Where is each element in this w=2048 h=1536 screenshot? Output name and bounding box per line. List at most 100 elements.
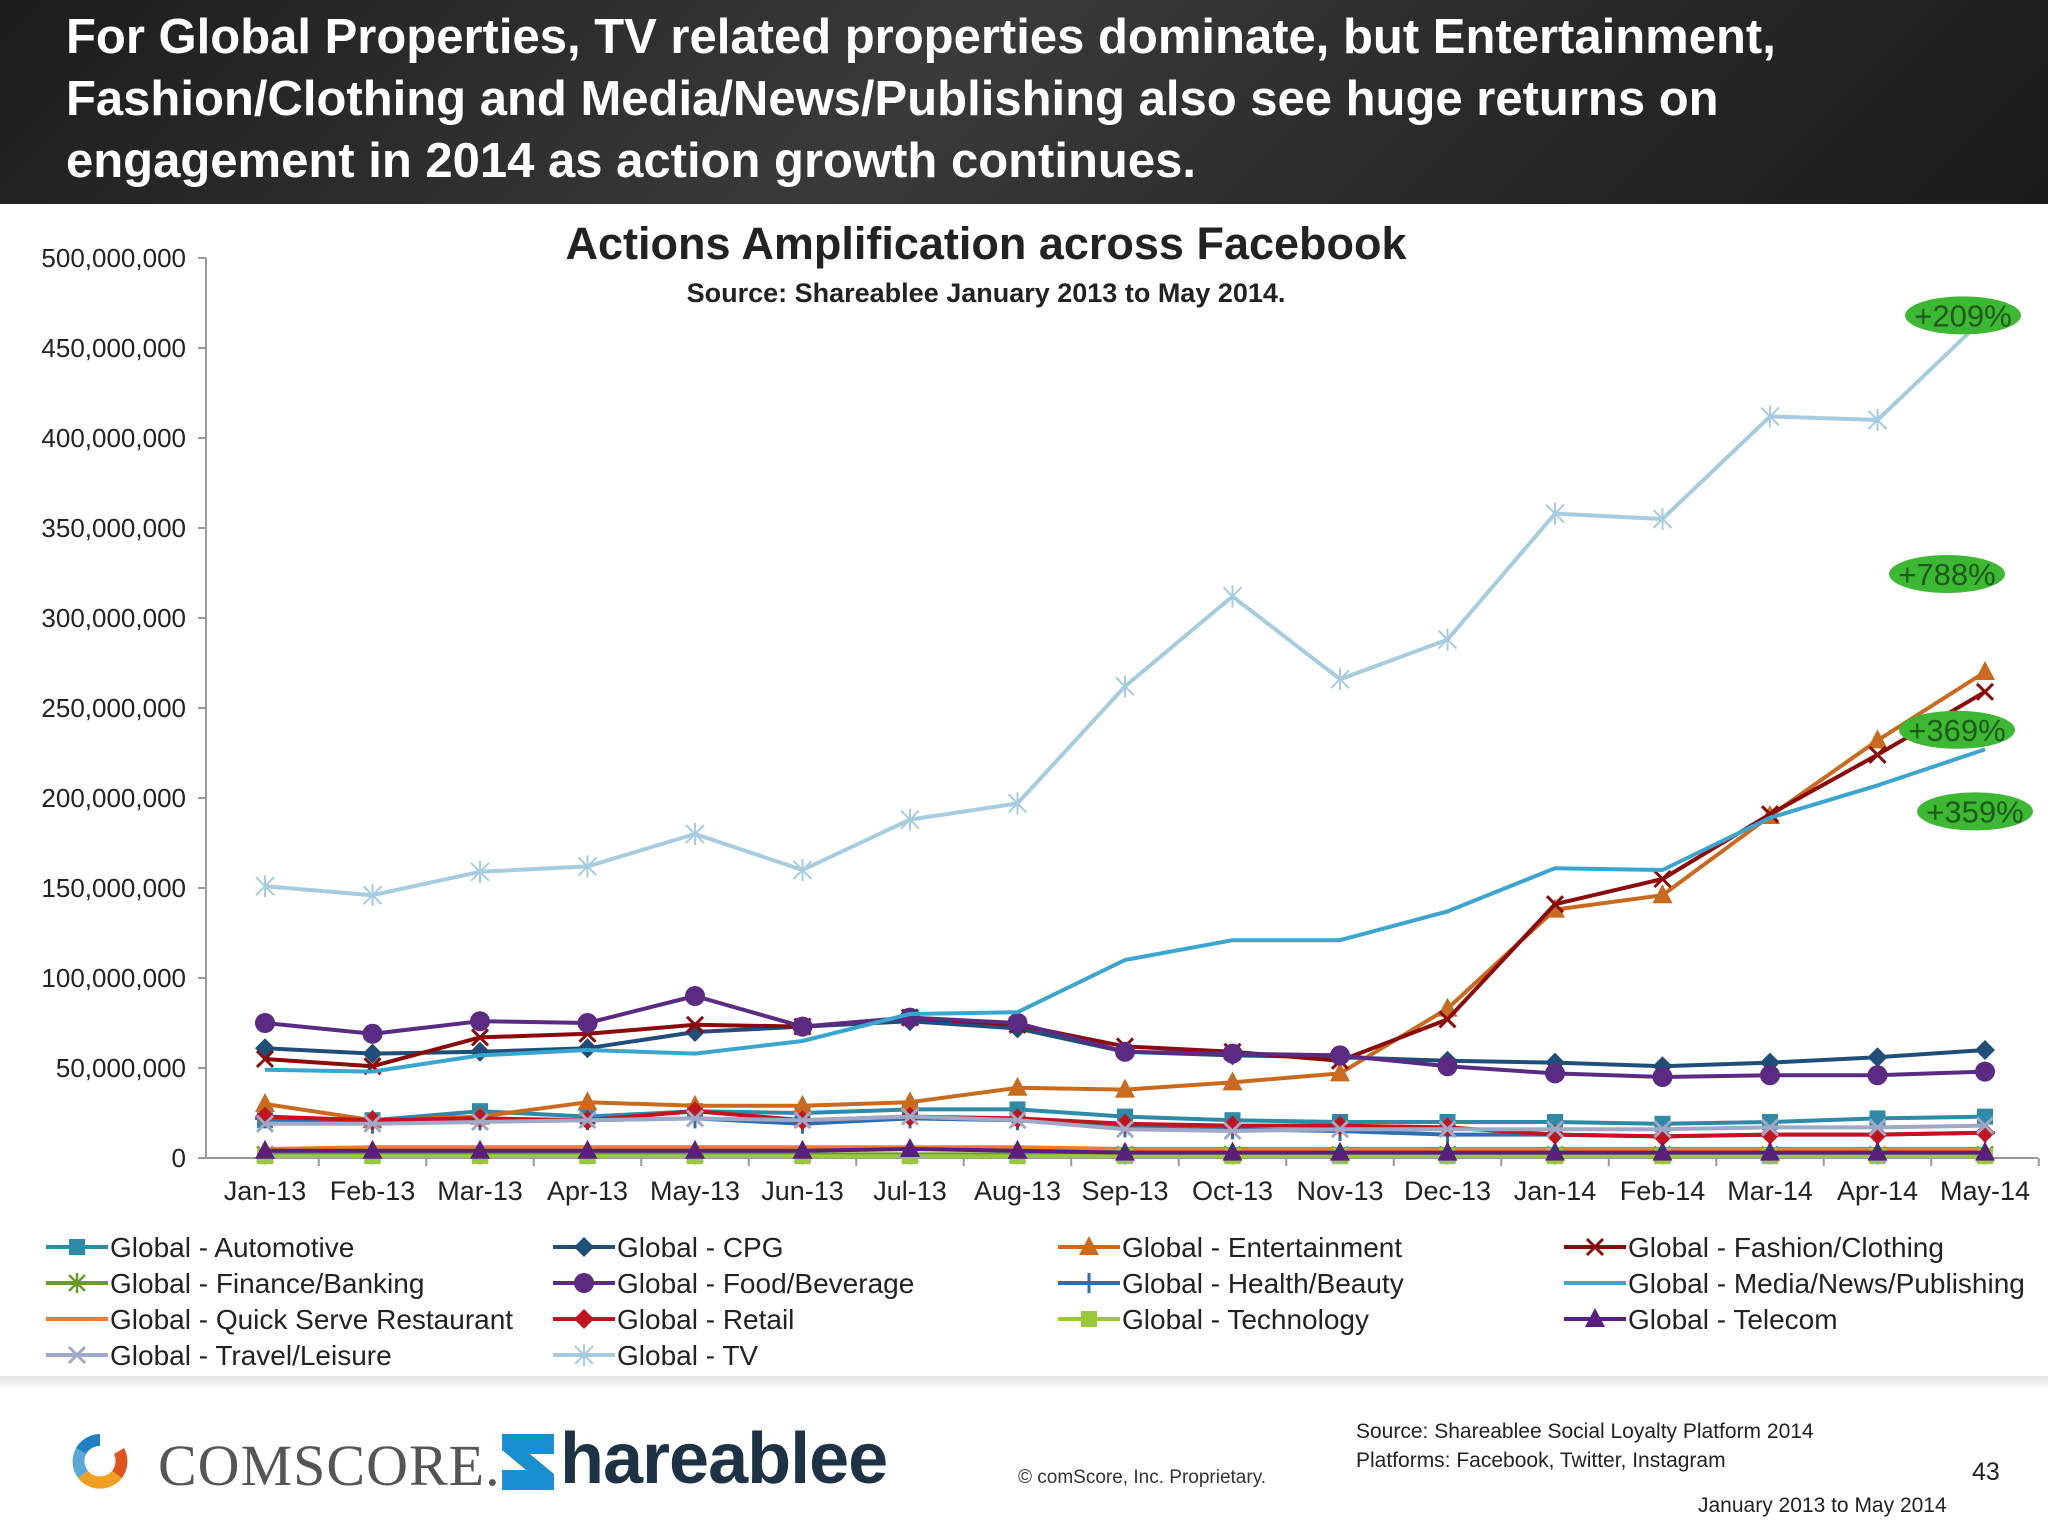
data-point xyxy=(1330,668,1350,691)
data-point xyxy=(792,1139,813,1159)
x-tick-label: Jan-14 xyxy=(1514,1176,1597,1206)
y-tick-label: 50,000,000 xyxy=(56,1053,186,1083)
data-point xyxy=(1652,1141,1673,1161)
legend-item: Global - Finance/Banking xyxy=(46,1268,424,1299)
data-point xyxy=(793,1111,812,1130)
annotation-bubble xyxy=(1889,555,2005,593)
legend-item: Global - Entertainment xyxy=(1058,1232,1402,1263)
growth-annotation: +369% xyxy=(1899,710,2015,749)
data-point xyxy=(362,1023,383,1044)
comscore-wordmark: COMSCORE. xyxy=(158,1433,501,1498)
data-point xyxy=(1867,409,1888,431)
data-point xyxy=(685,823,705,845)
data-point xyxy=(362,1043,383,1064)
annotation-bubble xyxy=(1917,792,2033,831)
legend-label: Global - Food/Beverage xyxy=(617,1268,914,1299)
data-point xyxy=(1223,1121,1242,1141)
x-tick-label: May-14 xyxy=(1940,1176,2030,1206)
data-point xyxy=(1437,1141,1458,1161)
data-point xyxy=(362,884,383,907)
growth-annotation: +209% xyxy=(1905,296,2021,335)
data-point xyxy=(255,1106,275,1127)
data-point xyxy=(1975,682,1995,701)
data-point xyxy=(1760,405,1780,428)
data-point xyxy=(1437,1056,1458,1077)
data-point xyxy=(1007,1076,1028,1096)
legend-marker xyxy=(1081,1311,1097,1327)
x-tick-label: May-13 xyxy=(650,1176,740,1206)
data-point xyxy=(900,808,920,831)
x-tick-label: Feb-13 xyxy=(330,1176,416,1206)
legend-label: Global - Travel/Leisure xyxy=(110,1340,392,1371)
shareablee-logo: hareablee xyxy=(496,1419,916,1504)
legend-marker xyxy=(574,1344,594,1366)
legend-item: Global - Retail xyxy=(553,1304,794,1335)
legend-item: Global - Media/News/Publishing xyxy=(1564,1268,2025,1299)
growth-annotation: +788% xyxy=(1889,555,2005,593)
annotation-label: +209% xyxy=(1914,298,2011,333)
data-point xyxy=(1975,1061,1995,1082)
data-point xyxy=(1867,729,1888,749)
chart-title: Actions Amplification across Facebook xyxy=(565,218,1407,269)
x-tick-label: Dec-13 xyxy=(1404,1176,1491,1206)
data-point xyxy=(685,1015,705,1034)
source-line-2: Platforms: Facebook, Twitter, Instagram xyxy=(1356,1449,1726,1472)
data-point xyxy=(470,860,490,883)
legend-marker xyxy=(574,1309,594,1329)
legend-marker xyxy=(574,1273,594,1293)
data-point xyxy=(1115,1120,1135,1139)
y-tick-label: 100,000,000 xyxy=(41,963,186,993)
data-point xyxy=(1115,1078,1135,1098)
legend-item: Global - Technology xyxy=(1058,1304,1369,1335)
data-point xyxy=(1868,1118,1887,1137)
data-point xyxy=(1222,1043,1243,1064)
data-point xyxy=(1867,1141,1888,1161)
shareablee-wordmark: hareablee xyxy=(560,1419,888,1499)
data-point xyxy=(1545,1063,1565,1084)
data-point xyxy=(1008,1111,1027,1130)
legend-marker xyxy=(68,1273,86,1293)
x-tick-label: Aug-13 xyxy=(974,1176,1061,1206)
annotation-label: +369% xyxy=(1908,713,2005,748)
data-point xyxy=(1007,1139,1028,1159)
data-point xyxy=(1867,1047,1888,1068)
data-point xyxy=(1869,1110,1886,1127)
comscore-logo: COMSCORE. xyxy=(68,1430,500,1498)
data-point xyxy=(900,1138,920,1157)
data-point xyxy=(1975,661,1995,680)
data-point xyxy=(792,1016,813,1037)
legend-item: Global - Fashion/Clothing xyxy=(1564,1232,1944,1263)
y-tick-label: 400,000,000 xyxy=(41,423,186,453)
data-point xyxy=(1975,1116,1995,1135)
legend-label: Global - Media/News/Publishing xyxy=(1628,1268,2025,1299)
data-point xyxy=(470,1112,490,1132)
legend-label: Global - Finance/Banking xyxy=(110,1268,424,1299)
data-point xyxy=(1007,1013,1028,1033)
date-range: January 2013 to May 2014 xyxy=(1698,1494,1947,1517)
legend-label: Global - Entertainment xyxy=(1122,1232,1402,1263)
data-point xyxy=(1760,1065,1780,1086)
data-point xyxy=(1652,884,1673,904)
legend-item: Global - Quick Serve Restaurant xyxy=(46,1304,513,1335)
data-point xyxy=(577,855,598,878)
data-point xyxy=(1760,1141,1780,1161)
y-tick-label: 350,000,000 xyxy=(41,513,186,543)
data-point xyxy=(1438,1010,1457,1029)
legend-marker xyxy=(1585,1308,1605,1327)
data-point xyxy=(1975,1141,1995,1161)
legend-item: Global - Telecom xyxy=(1564,1304,1838,1335)
data-point xyxy=(1760,1118,1780,1137)
x-tick-label: Sep-13 xyxy=(1081,1176,1168,1206)
data-point xyxy=(900,1091,920,1111)
data-point xyxy=(1867,1124,1888,1145)
chart-subtitle: Source: Shareablee January 2013 to May 2… xyxy=(687,278,1286,308)
legend-label: Global - Quick Serve Restaurant xyxy=(110,1304,513,1335)
series-global-telecom xyxy=(255,1138,1995,1161)
data-point xyxy=(1115,1041,1135,1062)
data-point xyxy=(255,1139,275,1159)
legend-label: Global - Technology xyxy=(1122,1304,1369,1335)
series-global-fashion-clothing xyxy=(255,682,1995,1076)
legend-marker xyxy=(69,1239,85,1255)
annotation-label: +788% xyxy=(1898,557,1995,592)
x-tick-label: Jan-13 xyxy=(224,1176,307,1206)
